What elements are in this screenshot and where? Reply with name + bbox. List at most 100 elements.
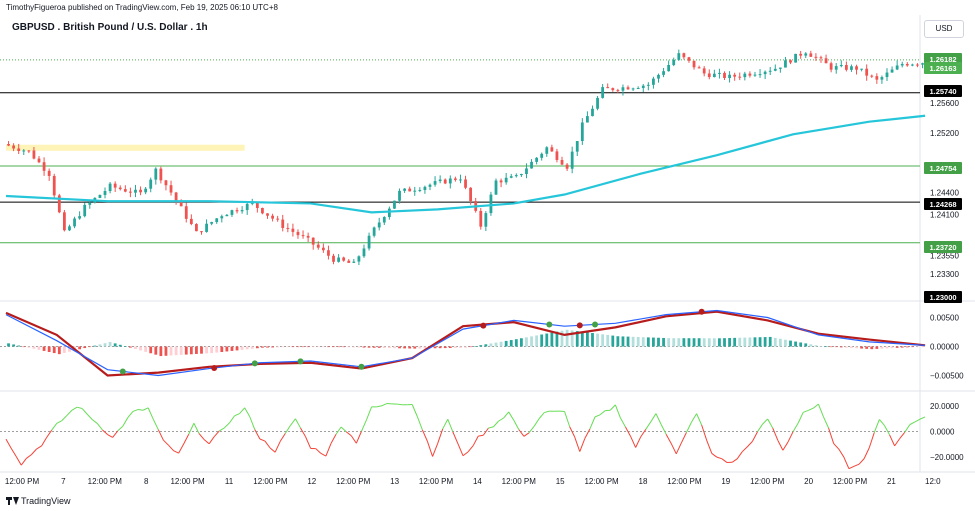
x-axis-label: 7	[61, 477, 66, 486]
oscillator-segment	[122, 417, 129, 427]
macd-histogram-bar	[885, 346, 889, 349]
candle-body	[83, 204, 87, 217]
macd-histogram-bar	[240, 346, 244, 350]
currency-button[interactable]: USD	[924, 20, 964, 38]
oscillator-segment	[696, 413, 703, 426]
macd-histogram-bar	[398, 346, 401, 349]
candle-body	[423, 186, 427, 190]
oscillator-segment	[97, 423, 103, 431]
oscillator-segment	[432, 443, 439, 457]
macd-histogram-bar	[641, 337, 645, 347]
oscillator-segment	[482, 427, 489, 436]
macd-histogram-bar	[652, 337, 655, 347]
candle-body	[692, 60, 696, 68]
oscillator-segment	[193, 423, 200, 434]
candle-body	[611, 88, 615, 91]
macd-histogram-bar	[829, 346, 833, 348]
candle-body	[662, 71, 665, 75]
macd-histogram-bar	[32, 346, 36, 349]
candle-body	[103, 191, 107, 195]
oscillator-segment	[675, 442, 682, 455]
candle-body	[499, 180, 503, 183]
macd-histogram-bar	[367, 346, 371, 348]
oscillator-segment	[350, 435, 357, 444]
tradingview-brand[interactable]: TradingView	[6, 496, 71, 506]
candle-body	[591, 108, 594, 117]
candle-body	[748, 73, 752, 76]
macd-histogram-bar	[57, 346, 61, 355]
macd-histogram-bar	[804, 343, 808, 347]
ema-line	[5, 114, 926, 214]
candle-body	[245, 203, 249, 211]
oscillator-segment	[777, 440, 784, 451]
candle-body	[870, 75, 874, 77]
oscillator-segment	[579, 438, 586, 452]
candle-body	[657, 74, 660, 79]
macd-histogram-bar	[245, 346, 249, 350]
candle-body	[418, 189, 422, 191]
oscillator-segment	[731, 458, 738, 463]
candle-body	[139, 189, 142, 193]
macd-histogram-bar	[794, 341, 797, 347]
candle-body	[718, 72, 721, 74]
oscillator-segment	[843, 456, 850, 469]
oscillator-segment	[508, 411, 515, 421]
oscillator-segment	[61, 415, 68, 421]
candle-body	[255, 202, 259, 208]
macd-histogram-bar	[301, 346, 305, 348]
candle-body	[347, 260, 351, 263]
cross-marker	[698, 308, 705, 315]
oscillator-segment	[244, 407, 251, 417]
oscillator-segment	[523, 432, 530, 437]
candle-body	[839, 65, 843, 67]
oscillator-segment	[284, 425, 291, 434]
macd-histogram-bar	[596, 333, 599, 347]
cross-marker	[546, 321, 553, 328]
macd-histogram-bar	[42, 346, 46, 351]
candle-body	[311, 237, 315, 245]
oscillator-segment	[904, 424, 911, 433]
candle-body	[799, 53, 803, 56]
oscillator-segment	[117, 425, 124, 432]
macd-histogram-bar	[459, 346, 462, 348]
candle-body	[179, 200, 183, 207]
macd-histogram-bar	[697, 338, 701, 347]
macd-histogram-bar	[662, 337, 665, 347]
tradingview-logo-icon	[6, 497, 19, 505]
oscillator-segment	[254, 429, 261, 440]
macd-histogram-bar	[321, 346, 325, 348]
macd-histogram-bar	[540, 334, 544, 347]
macd-histogram-bar	[525, 337, 528, 347]
oscillator-segment	[533, 418, 540, 427]
macd-histogram-bar	[580, 331, 584, 347]
candle-body	[738, 76, 742, 78]
oscillator-segment	[426, 441, 434, 457]
macd-histogram-bar	[342, 346, 346, 348]
price-label-box	[924, 162, 962, 174]
candle-body	[850, 66, 853, 70]
oscillator-segment	[107, 434, 113, 438]
candle-body	[220, 216, 224, 219]
macd-histogram-bar	[865, 346, 869, 349]
candle-body	[403, 188, 407, 191]
candle-body	[509, 176, 513, 178]
candle-body	[494, 180, 498, 195]
candle-body	[27, 150, 31, 152]
candle-body	[301, 235, 305, 237]
macd-histogram-bar	[738, 337, 742, 347]
candle-body	[682, 53, 686, 58]
candle-body	[195, 224, 198, 232]
oscillator-segment	[564, 411, 571, 427]
oscillator-segment	[574, 436, 581, 452]
oscillator-segment	[782, 441, 789, 451]
macd-histogram-bar	[169, 346, 173, 356]
x-axis-label: 12:00 PM	[170, 477, 205, 486]
oscillator-segment	[173, 450, 179, 454]
macd-histogram-bar	[789, 340, 792, 347]
candle-body	[677, 53, 681, 60]
oscillator-segment	[396, 403, 403, 406]
oscillator-segment	[5, 438, 12, 449]
x-axis-label: 12:00 PM	[88, 477, 123, 486]
candle-body	[789, 60, 792, 63]
